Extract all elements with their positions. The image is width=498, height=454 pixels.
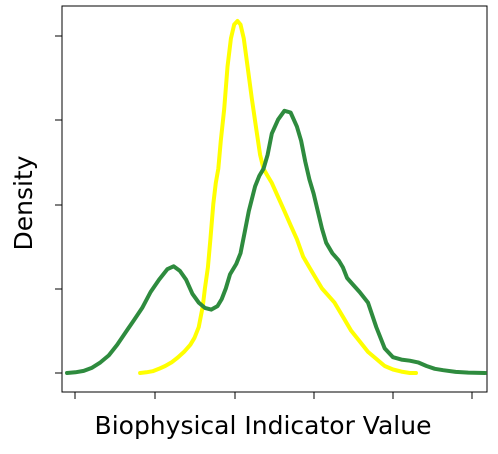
y-axis-title: Density: [9, 155, 38, 250]
axis-ticks: [55, 35, 473, 399]
x-axis-title: Biophysical Indicator Value: [95, 411, 432, 440]
density-curve-2: [65, 108, 487, 375]
density-curve-1: [138, 19, 418, 375]
series-layer: [65, 19, 487, 375]
plot-frame: [61, 5, 488, 393]
